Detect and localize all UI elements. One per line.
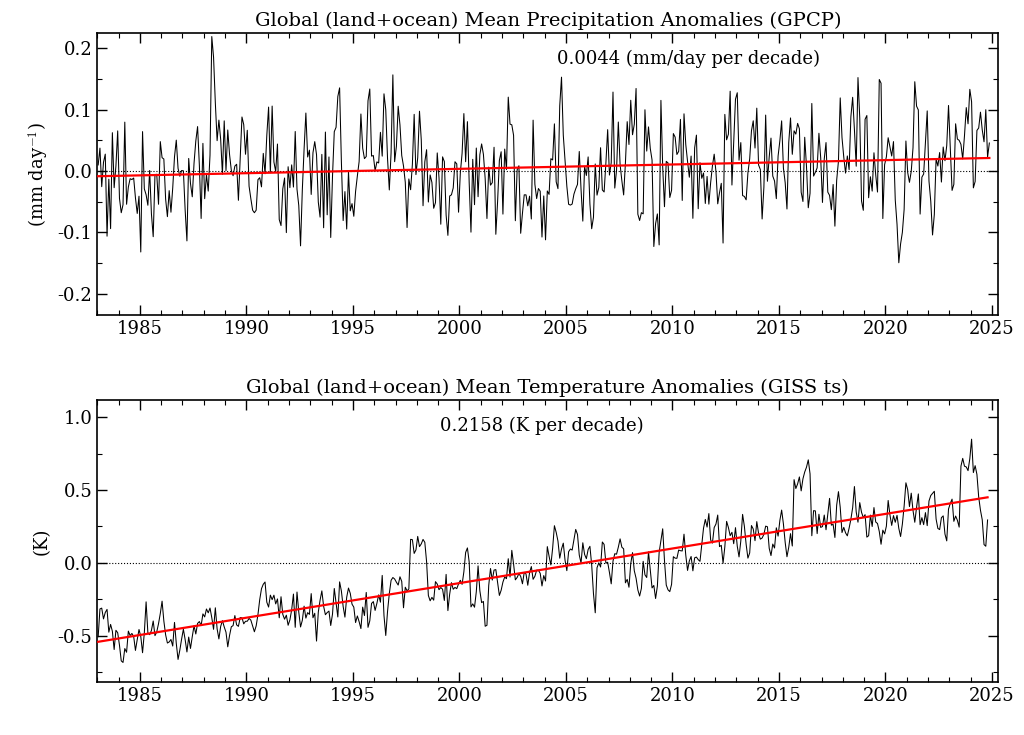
Title: Global (land+ocean) Mean Precipitation Anomalies (GPCP): Global (land+ocean) Mean Precipitation A… <box>255 12 841 30</box>
Text: 0.0044 (mm/day per decade): 0.0044 (mm/day per decade) <box>557 50 820 68</box>
Text: 0.2158 (K per decade): 0.2158 (K per decade) <box>439 417 643 435</box>
Title: Global (land+ocean) Mean Temperature Anomalies (GISS ts): Global (land+ocean) Mean Temperature Ano… <box>247 379 849 397</box>
Y-axis label: (mm day$^{-1}$): (mm day$^{-1}$) <box>26 122 50 226</box>
Y-axis label: (K): (K) <box>33 527 51 555</box>
